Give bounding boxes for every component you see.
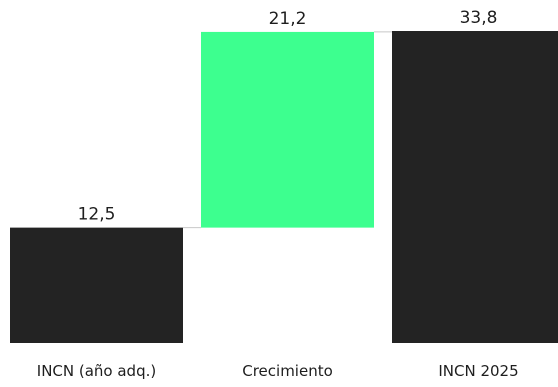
bar-3 — [392, 31, 558, 343]
data-label-3: 33,8 — [460, 8, 498, 28]
category-label-2: Crecimiento — [242, 362, 333, 380]
category-label-1: INCN (año adq.) — [37, 362, 156, 380]
data-label-2: 21,2 — [269, 9, 307, 29]
category-label-3: INCN 2025 — [438, 362, 518, 380]
bar-1 — [10, 227, 183, 343]
data-label-1: 12,5 — [78, 205, 116, 225]
bar-2 — [201, 31, 374, 228]
